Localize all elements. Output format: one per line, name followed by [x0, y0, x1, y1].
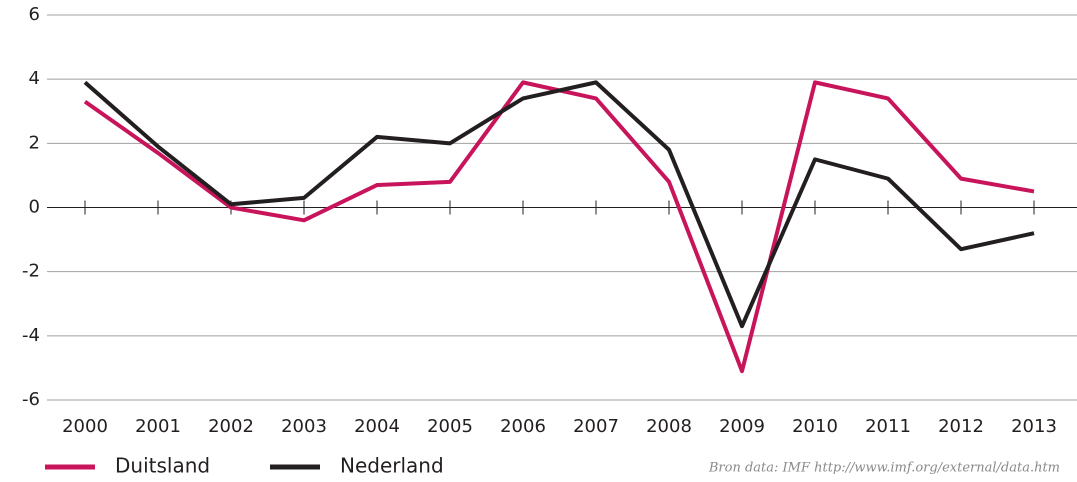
x-tick-label: 2006: [500, 416, 546, 437]
series-line: [83, 80, 1035, 374]
x-tick-label: 2004: [354, 416, 400, 437]
y-tick-label: 0: [29, 197, 40, 218]
x-tick-label: 2008: [646, 416, 692, 437]
y-tick-label: -2: [22, 261, 40, 282]
source-note: Bron data: IMF http://www.imf.org/extern…: [708, 461, 1060, 476]
y-tick-label: 4: [29, 68, 40, 89]
x-tick-label: 2012: [938, 416, 984, 437]
x-tick-label: 2013: [1011, 416, 1057, 437]
x-tick-label: 2001: [135, 416, 181, 437]
x-tick-label: 2002: [208, 416, 254, 437]
y-tick-label: -4: [22, 325, 40, 346]
x-tick-label: 2005: [427, 416, 473, 437]
x-tick-label: 2003: [281, 416, 327, 437]
legend-label: Duitsland: [115, 454, 210, 478]
x-tick-label: 2010: [792, 416, 838, 437]
x-tick-label: 2011: [865, 416, 911, 437]
y-tick-label: 6: [29, 4, 40, 25]
y-tick-label: -6: [22, 389, 40, 410]
series-line: [83, 80, 1035, 329]
legend-label: Nederland: [340, 454, 444, 478]
x-tick-label: 2009: [719, 416, 765, 437]
y-tick-label: 2: [29, 132, 40, 153]
x-tick-label: 2007: [573, 416, 619, 437]
x-tick-label: 2000: [62, 416, 108, 437]
